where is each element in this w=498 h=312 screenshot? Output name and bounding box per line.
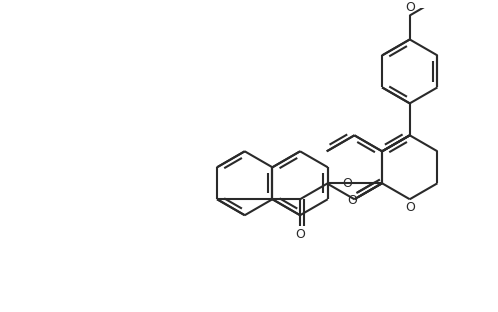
- Text: O: O: [405, 1, 415, 14]
- Text: O: O: [295, 228, 305, 241]
- Text: O: O: [342, 177, 352, 190]
- Text: O: O: [405, 202, 415, 214]
- Text: O: O: [347, 194, 357, 207]
